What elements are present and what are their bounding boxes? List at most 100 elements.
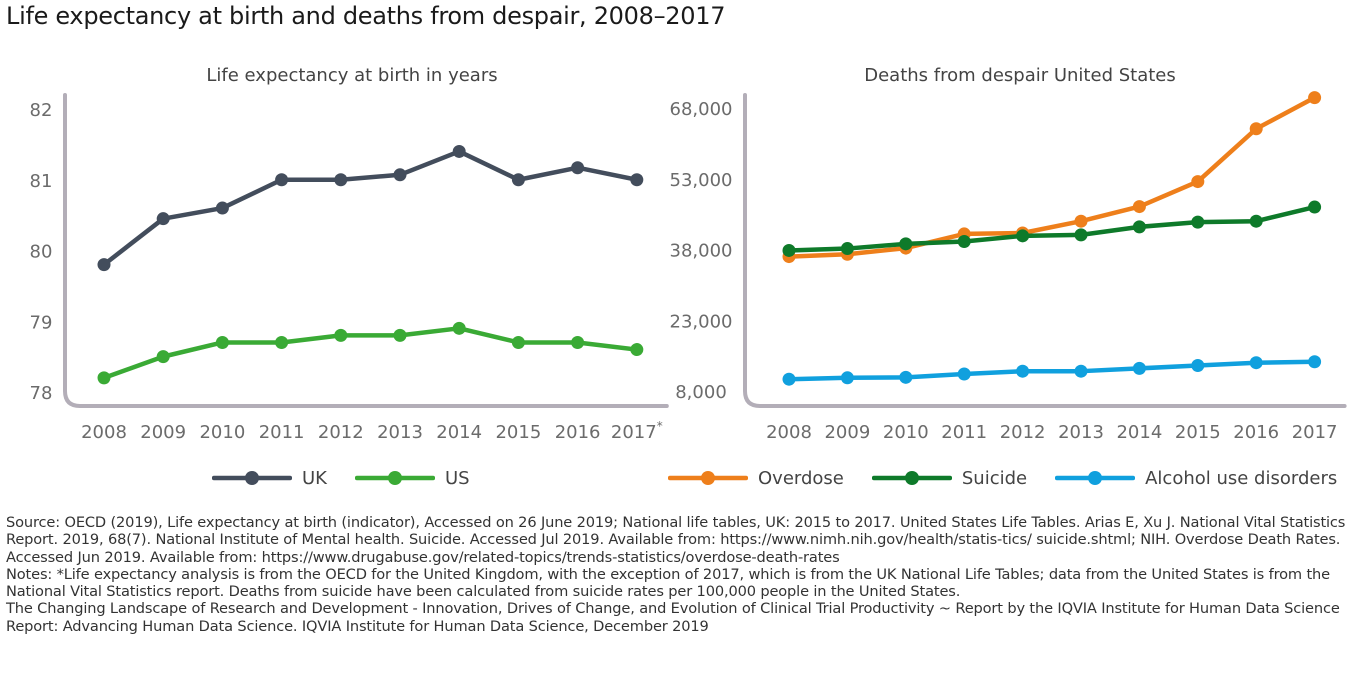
data-point-suicide <box>1249 214 1263 228</box>
legend-item-overdose: Overdose <box>668 466 844 490</box>
axis-line-despair <box>743 93 1347 408</box>
legend-label-us: US <box>444 467 470 489</box>
data-point-overdose <box>1249 122 1263 136</box>
data-point-suicide <box>782 243 796 257</box>
source-notes: Source: OECD (2019), Life expectancy at … <box>6 514 1346 635</box>
x-tick-label: 2009 <box>140 422 186 443</box>
x-tick-label: 2012 <box>1000 422 1046 443</box>
legend-swatch-overdose <box>668 471 748 485</box>
legend-label-uk: UK <box>302 467 327 489</box>
data-point-us <box>571 335 585 349</box>
data-point-uk <box>215 201 229 215</box>
data-point-overdose <box>1132 200 1146 214</box>
x-tick-label: 2008 <box>766 422 812 443</box>
data-point-us <box>511 335 525 349</box>
legend-item-uk: UK <box>212 466 327 490</box>
x-tick-label: 2016 <box>555 422 601 443</box>
data-point-uk <box>630 173 644 187</box>
data-point-overdose <box>1308 91 1322 105</box>
x-tick-label: 2015 <box>495 422 541 443</box>
data-point-suicide <box>1074 228 1088 242</box>
chart-title-despair: Deaths from despair United States <box>864 65 1175 86</box>
series-line-us <box>103 326 638 380</box>
y-tick-label: 79 <box>30 312 53 333</box>
data-point-alcohol-use-disorders <box>1016 364 1030 378</box>
data-point-suicide <box>1308 200 1322 214</box>
x-tick-label: 2017* <box>611 419 663 443</box>
x-tick-label: 2012 <box>318 422 364 443</box>
data-point-suicide <box>840 242 854 256</box>
data-point-uk <box>571 161 585 175</box>
page-title: Life expectancy at birth and deaths from… <box>6 2 726 30</box>
data-point-suicide <box>899 237 913 251</box>
data-point-alcohol-use-disorders <box>840 371 854 385</box>
legend-swatch-us <box>354 471 435 485</box>
legend-swatch-suicide <box>871 471 952 485</box>
legend-swatch-uk <box>212 471 292 485</box>
data-point-alcohol-use-disorders <box>1132 361 1146 375</box>
data-point-us <box>630 343 644 357</box>
data-point-us <box>393 328 407 342</box>
y-tick-label: 68,000 <box>670 99 733 120</box>
legend-item-alcohol-use-disorders: Alcohol use disorders <box>1055 466 1337 490</box>
legend-deaths-from-despair: Overdose Suicide Alcohol use disorders <box>668 463 1352 493</box>
legend-label-overdose: Overdose <box>758 467 844 489</box>
data-point-us <box>156 350 170 364</box>
data-point-us <box>275 335 289 349</box>
data-point-overdose <box>1074 214 1088 228</box>
x-tick-label: 2013 <box>1058 422 1104 443</box>
data-point-alcohol-use-disorders <box>1074 364 1088 378</box>
legend-swatch-alcohol-use-disorders <box>1055 471 1136 485</box>
x-tick-label: 2014 <box>436 422 482 443</box>
data-point-us <box>334 328 348 342</box>
x-tick-label: 2010 <box>199 422 245 443</box>
y-tick-label: 53,000 <box>670 170 733 191</box>
x-tick-label: 2008 <box>81 422 127 443</box>
data-point-alcohol-use-disorders <box>899 370 913 384</box>
data-point-alcohol-use-disorders <box>1308 355 1322 369</box>
legend-label-alcohol-use-disorders: Alcohol use disorders <box>1145 467 1338 489</box>
data-point-uk <box>97 258 111 272</box>
data-point-us <box>452 321 466 335</box>
source-text: Source: OECD (2019), Life expectancy at … <box>6 514 1346 566</box>
data-point-alcohol-use-disorders <box>782 372 796 386</box>
report-citation: The Changing Landscape of Research and D… <box>6 600 1340 618</box>
data-point-alcohol-use-disorders <box>1191 359 1205 373</box>
x-tick-label: 2010 <box>883 422 929 443</box>
legend-item-suicide: Suicide <box>871 466 1028 490</box>
x-tick-label: 2011 <box>941 422 987 443</box>
chart-title-life: Life expectancy at birth in years <box>206 65 497 86</box>
data-point-us <box>215 335 229 349</box>
data-point-alcohol-use-disorders <box>957 367 971 381</box>
axis-line-life <box>63 93 669 408</box>
data-point-uk <box>334 173 348 187</box>
legend-life-expectancy: UK US <box>212 463 498 493</box>
data-point-alcohol-use-disorders <box>1249 356 1263 370</box>
y-tick-label: 82 <box>30 100 53 121</box>
data-point-uk <box>393 168 407 182</box>
x-tick-label: 2017 <box>1292 422 1338 443</box>
series-line-uk <box>102 149 638 267</box>
data-point-suicide <box>1132 220 1146 234</box>
x-tick-label: 2009 <box>824 422 870 443</box>
legend-label-suicide: Suicide <box>961 467 1028 489</box>
series-line-suicide <box>788 204 1316 253</box>
data-point-suicide <box>957 234 971 248</box>
y-tick-label: 81 <box>30 171 53 192</box>
x-tick-label: 2015 <box>1175 422 1221 443</box>
y-tick-label: 78 <box>30 383 53 404</box>
charts-canvas: Life expectancy at birth in years 78 79 80 8… <box>30 65 1347 443</box>
y-tick-label: 38,000 <box>670 241 733 262</box>
x-tick-label: 2016 <box>1233 422 1279 443</box>
data-point-suicide <box>1016 229 1030 243</box>
x-tick-label: 2014 <box>1116 422 1162 443</box>
report-citation-2: Report: Advancing Human Data Science. IQ… <box>6 617 709 635</box>
x-tick-label: 2013 <box>377 422 423 443</box>
series-line-alcohol-use-disorders <box>788 359 1315 382</box>
notes-text: Notes: *Life expectancy analysis is from… <box>6 565 1330 601</box>
y-tick-label: 80 <box>30 242 53 263</box>
data-point-us <box>97 371 111 385</box>
y-tick-label: 23,000 <box>670 311 733 332</box>
data-point-uk <box>511 173 525 187</box>
y-tick-label: 8,000 <box>675 382 727 403</box>
